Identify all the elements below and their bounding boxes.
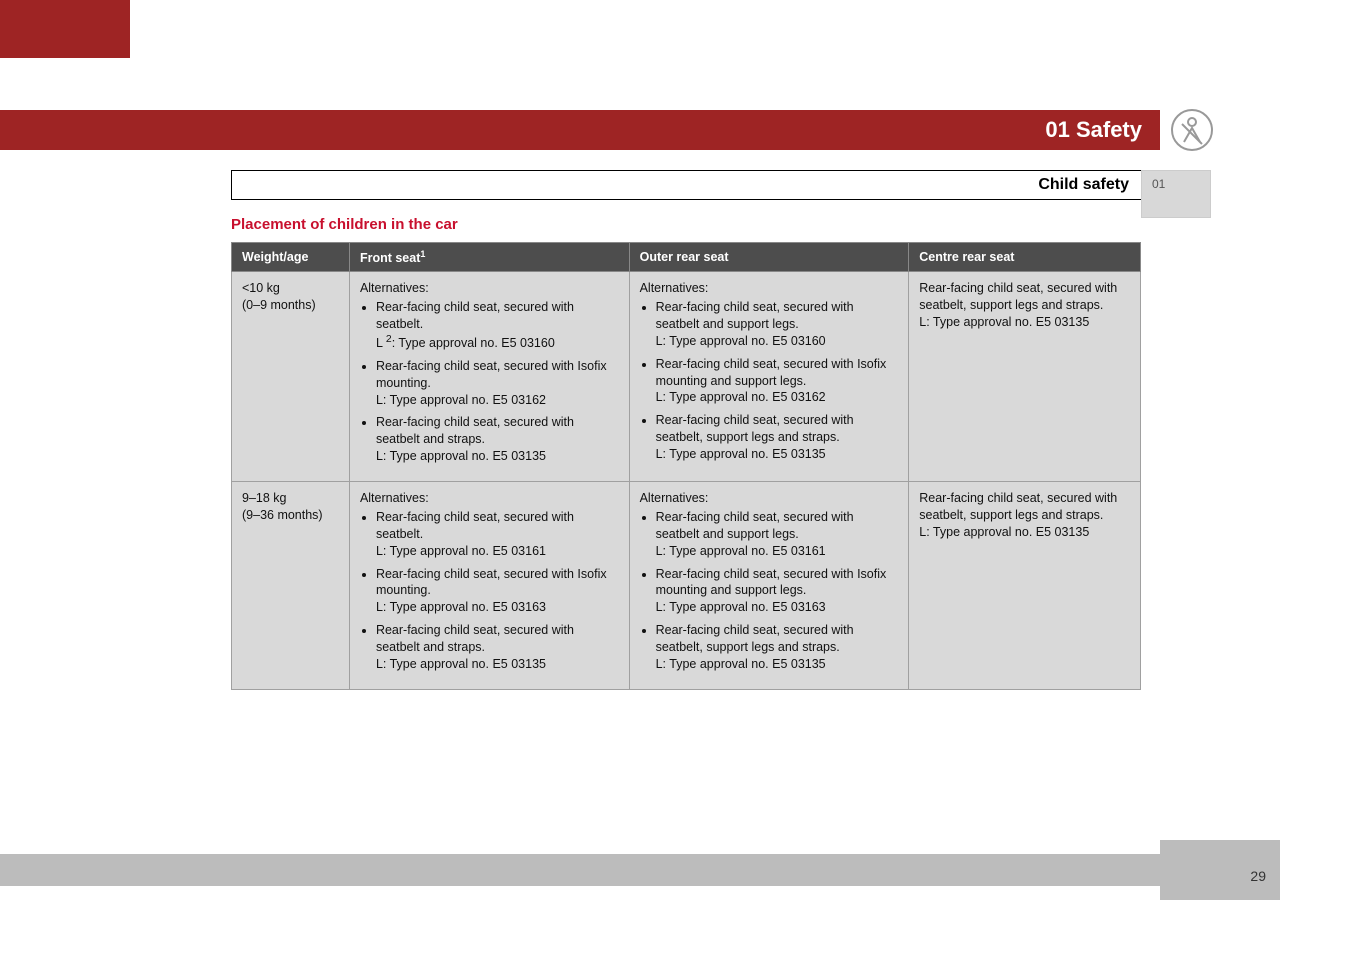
cell-outer: Alternatives: Rear-facing child seat, se… [629,482,909,690]
chapter-tab: 01 [1141,170,1211,218]
cell-weight: <10 kg (0–9 months) [232,272,350,482]
footer-bar [0,854,1160,886]
placement-table: Weight/age Front seat1 Outer rear seat C… [231,242,1141,690]
col-weight: Weight/age [232,243,350,272]
brand-block [0,0,130,58]
col-centre: Centre rear seat [909,243,1141,272]
table-title: Placement of children in the car [231,216,458,233]
table-row: <10 kg (0–9 months) Alternatives: Rear-f… [232,272,1141,482]
cell-front: Alternatives: Rear-facing child seat, se… [349,482,629,690]
seatbelt-icon [1170,108,1214,152]
cell-weight: 9–18 kg (9–36 months) [232,482,350,690]
table-header-row: Weight/age Front seat1 Outer rear seat C… [232,243,1141,272]
cell-outer: Alternatives: Rear-facing child seat, se… [629,272,909,482]
cell-front: Alternatives: Rear-facing child seat, se… [349,272,629,482]
section-header: Child safety [231,170,1141,200]
chapter-header: 01 Safety [0,110,1160,150]
table-body: <10 kg (0–9 months) Alternatives: Rear-f… [232,272,1141,690]
cell-centre: Rear-facing child seat, secured with sea… [909,482,1141,690]
col-outer: Outer rear seat [629,243,909,272]
col-front: Front seat1 [349,243,629,272]
table-row: 9–18 kg (9–36 months) Alternatives: Rear… [232,482,1141,690]
page-number: 29 [1160,840,1280,900]
cell-centre: Rear-facing child seat, secured with sea… [909,272,1141,482]
